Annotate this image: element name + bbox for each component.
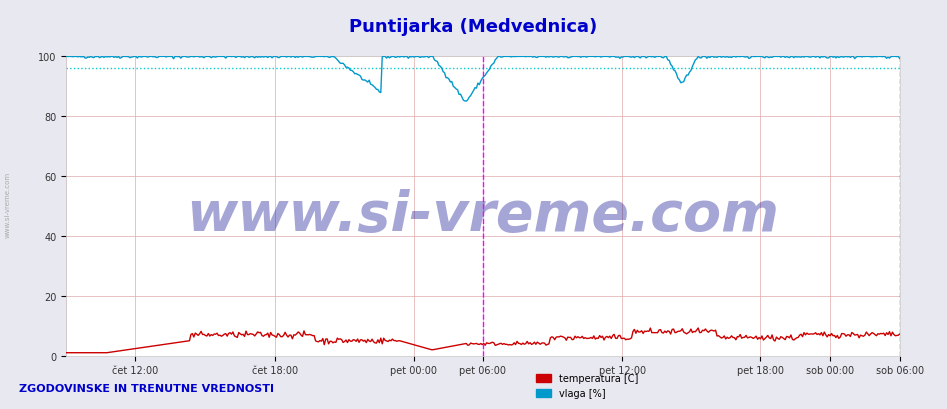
Text: www.si-vreme.com: www.si-vreme.com [187, 189, 779, 243]
Text: Puntijarka (Medvednica): Puntijarka (Medvednica) [349, 18, 598, 36]
Legend: temperatura [C], vlaga [%]: temperatura [C], vlaga [%] [532, 370, 642, 402]
Text: www.si-vreme.com: www.si-vreme.com [5, 171, 10, 238]
Text: ZGODOVINSKE IN TRENUTNE VREDNOSTI: ZGODOVINSKE IN TRENUTNE VREDNOSTI [19, 384, 274, 393]
